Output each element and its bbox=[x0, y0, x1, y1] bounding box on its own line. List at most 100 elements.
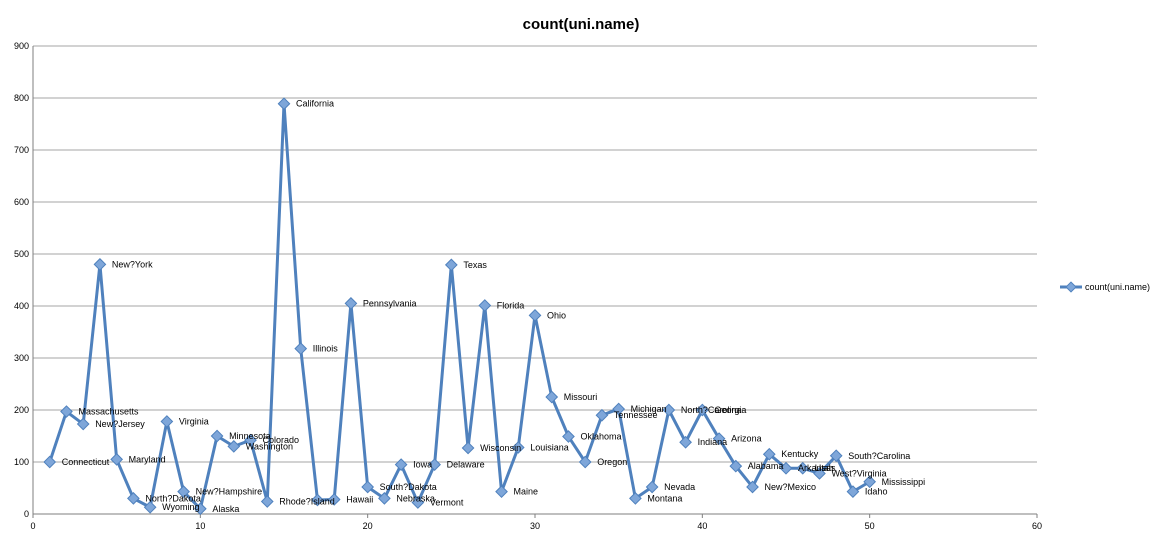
data-label: New?York bbox=[112, 259, 153, 269]
x-tick-label: 50 bbox=[865, 521, 875, 531]
data-point[interactable] bbox=[43, 455, 57, 469]
data-point[interactable] bbox=[478, 299, 492, 312]
data-point[interactable] bbox=[746, 480, 759, 494]
data-point[interactable] bbox=[361, 480, 375, 494]
data-point[interactable] bbox=[813, 467, 826, 480]
data-label: California bbox=[296, 99, 334, 109]
data-label: Colorado bbox=[263, 435, 300, 445]
y-tick-label: 400 bbox=[14, 301, 29, 311]
x-tick-label: 30 bbox=[530, 521, 540, 531]
x-tick-label: 0 bbox=[30, 521, 35, 531]
data-label: Arkansas bbox=[798, 463, 836, 473]
data-label: Rhode?Island bbox=[279, 497, 335, 507]
data-point[interactable] bbox=[378, 492, 391, 505]
data-point[interactable] bbox=[612, 402, 626, 416]
data-label: North?Dakota bbox=[145, 493, 201, 503]
data-label: Idaho bbox=[865, 487, 888, 497]
data-point[interactable] bbox=[227, 440, 241, 453]
data-point[interactable] bbox=[846, 485, 860, 499]
x-tick-label: 20 bbox=[363, 521, 373, 531]
data-label: New?Mexico bbox=[765, 482, 817, 492]
data-point[interactable] bbox=[93, 258, 107, 271]
data-point[interactable] bbox=[863, 475, 877, 489]
data-point[interactable] bbox=[260, 495, 274, 508]
data-point[interactable] bbox=[277, 97, 291, 111]
data-point[interactable] bbox=[294, 342, 308, 356]
data-label: Illinois bbox=[313, 344, 339, 354]
data-point[interactable] bbox=[578, 455, 592, 469]
data-point[interactable] bbox=[127, 492, 140, 505]
data-label: Vermont bbox=[430, 498, 464, 508]
data-point[interactable] bbox=[712, 432, 726, 445]
data-point[interactable] bbox=[244, 433, 257, 447]
data-point[interactable] bbox=[210, 429, 224, 443]
legend: count(uni.name) bbox=[1060, 281, 1150, 293]
data-point[interactable] bbox=[461, 441, 475, 455]
data-point[interactable] bbox=[344, 297, 358, 310]
data-point[interactable] bbox=[545, 390, 559, 404]
point-labels: Connecticut Massachusetts New?Jersey New?Yo… bbox=[62, 99, 925, 514]
data-label: Hawaii bbox=[346, 494, 373, 504]
data-label: Wyoming bbox=[162, 502, 199, 512]
data-point[interactable] bbox=[411, 496, 425, 509]
data-label: Kentucky bbox=[781, 449, 819, 459]
data-point[interactable] bbox=[177, 485, 190, 499]
legend-marker-swatch bbox=[1065, 281, 1077, 293]
data-point[interactable] bbox=[729, 459, 743, 473]
data-point[interactable] bbox=[829, 449, 843, 463]
data-point[interactable] bbox=[511, 441, 525, 454]
data-point[interactable] bbox=[796, 461, 810, 475]
data-point[interactable] bbox=[327, 493, 341, 506]
data-point[interactable] bbox=[444, 258, 458, 272]
data-label: New?Hampshire bbox=[196, 487, 263, 497]
data-point[interactable] bbox=[394, 458, 408, 471]
data-label: Montana bbox=[647, 493, 682, 503]
data-label: Nebraska bbox=[396, 493, 435, 503]
y-tick-label: 300 bbox=[14, 353, 29, 363]
data-label: Utah bbox=[815, 463, 834, 473]
data-point[interactable] bbox=[528, 308, 542, 322]
data-label: Connecticut bbox=[62, 457, 110, 467]
data-label: Georgia bbox=[714, 405, 746, 415]
data-label: Texas bbox=[463, 260, 487, 270]
data-point[interactable] bbox=[645, 480, 659, 494]
y-tick-label: 100 bbox=[14, 457, 29, 467]
data-point[interactable] bbox=[193, 502, 207, 516]
data-label: Delaware bbox=[447, 460, 485, 470]
data-point[interactable] bbox=[595, 408, 609, 422]
data-point[interactable] bbox=[110, 453, 124, 466]
data-point[interactable] bbox=[428, 458, 441, 471]
data-point[interactable] bbox=[562, 430, 575, 443]
data-point[interactable] bbox=[662, 403, 676, 417]
data-point[interactable] bbox=[495, 485, 508, 499]
data-point[interactable] bbox=[160, 415, 174, 428]
data-label: Maryland bbox=[129, 454, 166, 464]
data-label: Massachusetts bbox=[78, 407, 139, 417]
data-point[interactable] bbox=[311, 493, 324, 507]
data-point[interactable] bbox=[60, 405, 73, 418]
data-label: Indiana bbox=[698, 437, 728, 447]
data-label: Arizona bbox=[731, 434, 762, 444]
y-tick-label: 900 bbox=[14, 41, 29, 51]
y-tick-label: 800 bbox=[14, 93, 29, 103]
x-tick-label: 60 bbox=[1032, 521, 1042, 531]
data-label: Tennessee bbox=[614, 410, 658, 420]
data-point[interactable] bbox=[779, 461, 793, 475]
data-label: South?Dakota bbox=[380, 482, 437, 492]
x-tick-label: 40 bbox=[697, 521, 707, 531]
data-point[interactable] bbox=[762, 447, 776, 461]
data-point[interactable] bbox=[695, 403, 709, 417]
data-label: Alaska bbox=[212, 504, 239, 514]
data-point[interactable] bbox=[629, 492, 642, 505]
data-point[interactable] bbox=[76, 417, 90, 431]
data-point[interactable] bbox=[679, 435, 692, 449]
y-tick-label: 500 bbox=[14, 249, 29, 259]
y-tick-label: 200 bbox=[14, 405, 29, 415]
x-tick-label: 10 bbox=[195, 521, 205, 531]
y-tick-label: 600 bbox=[14, 197, 29, 207]
data-label: Florida bbox=[497, 300, 525, 310]
data-label: New?Jersey bbox=[95, 419, 145, 429]
data-point[interactable] bbox=[143, 500, 157, 514]
